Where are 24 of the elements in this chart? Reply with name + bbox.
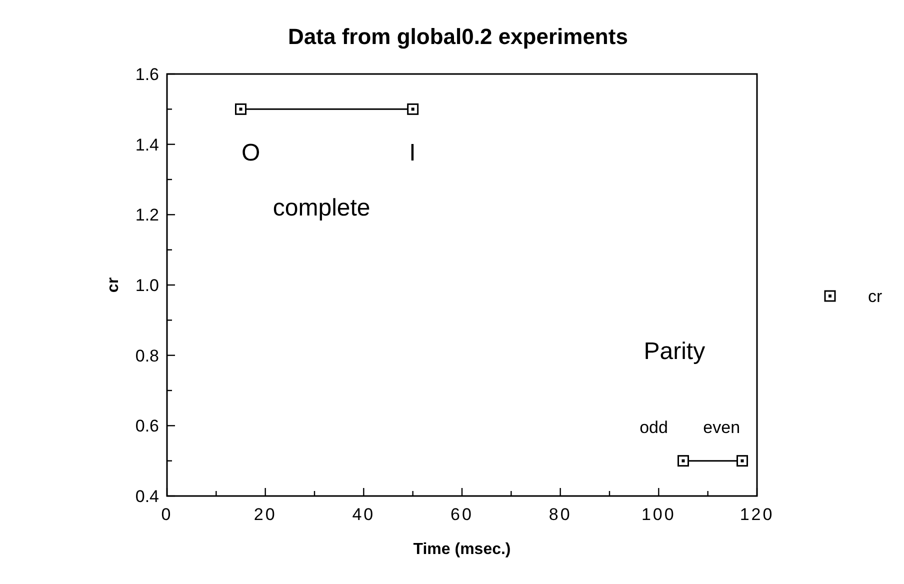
y-tick-label: 1.6 [135, 65, 159, 84]
y-tick-label: 0.6 [135, 416, 159, 436]
x-tick-label: 100 [641, 505, 676, 524]
x-tick-label: 0 [161, 505, 173, 524]
annotation: odd [640, 418, 668, 437]
annotation: I [409, 140, 416, 167]
y-tick-label: 1.4 [135, 135, 159, 154]
x-tick-label: 120 [740, 505, 774, 524]
y-tick-label: 1.2 [135, 206, 159, 225]
x-tick-label: 20 [254, 505, 277, 524]
annotation: O [241, 140, 260, 167]
y-axis-title: cr [105, 277, 122, 293]
chart-title: Data from global0.2 experiments [288, 24, 628, 49]
y-tick-label: 1.0 [135, 276, 159, 295]
x-tick-label: 60 [450, 505, 474, 524]
y-tick-label: 0.4 [135, 487, 159, 506]
annotation: Parity [644, 338, 706, 365]
annotation: even [703, 418, 740, 437]
x-tick-label: 80 [548, 505, 572, 524]
annotation: complete [272, 194, 370, 222]
legend-label: cr [868, 287, 882, 306]
x-tick-label: 40 [352, 505, 376, 524]
y-tick-label: 0.8 [135, 346, 159, 366]
x-axis-title: Time (msec.) [413, 541, 511, 558]
